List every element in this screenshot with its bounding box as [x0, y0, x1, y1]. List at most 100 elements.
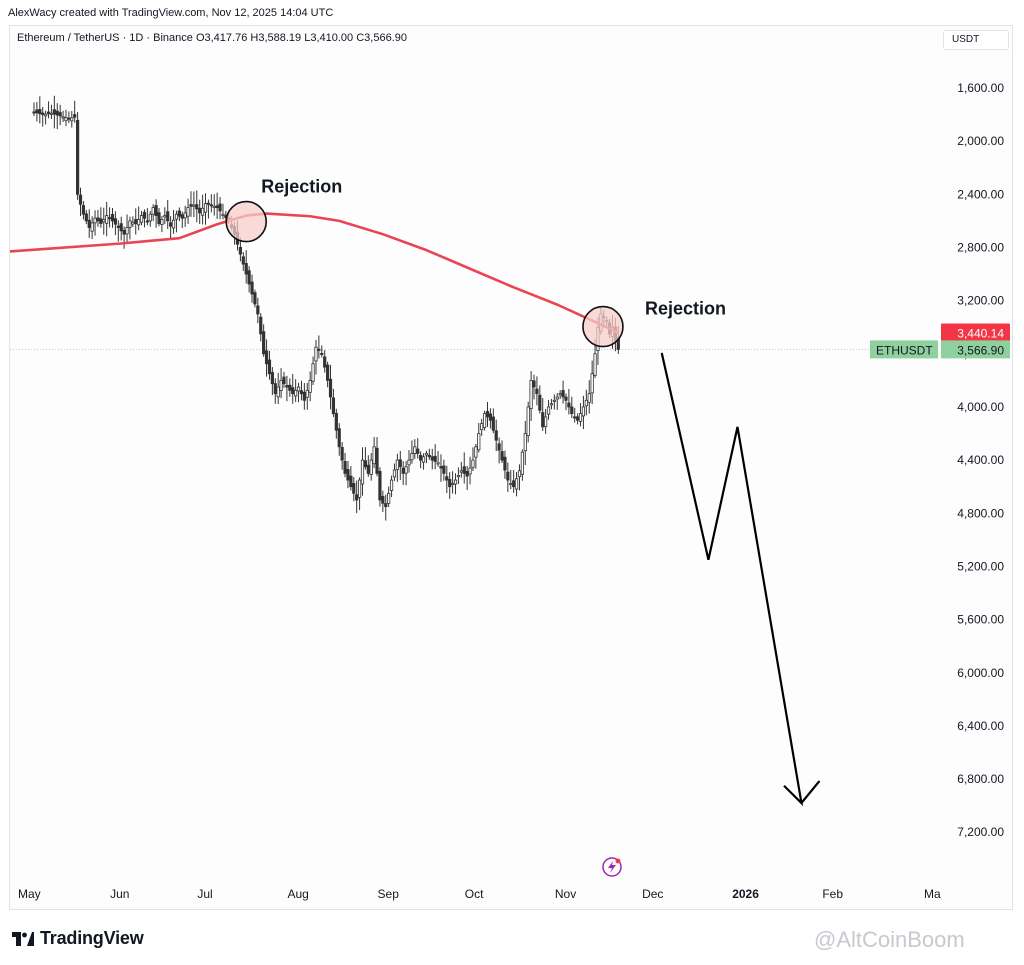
candle-body: [357, 479, 362, 498]
candle-body: [523, 433, 527, 452]
candle-body: [453, 479, 458, 485]
candle-body: [494, 430, 498, 441]
candle-body: [131, 221, 135, 225]
candle-body: [314, 346, 318, 362]
candle-body: [369, 459, 373, 475]
candle-body: [76, 119, 80, 195]
candle-body: [201, 207, 205, 216]
candle-body: [58, 112, 62, 117]
candle-body: [459, 470, 463, 473]
candle-body: [445, 476, 449, 481]
candle-body: [169, 222, 173, 227]
candle-body: [375, 447, 379, 474]
candle-body: [535, 388, 539, 395]
candle-body: [122, 229, 126, 235]
candle-body: [198, 207, 202, 214]
candle-body: [166, 211, 170, 222]
candle-body: [46, 111, 51, 115]
candle-body: [398, 459, 402, 468]
candle-body: [323, 356, 327, 368]
candle-body: [64, 117, 68, 122]
candle-body: [296, 386, 301, 392]
candle-body: [177, 210, 181, 217]
x-tick-label: Aug: [287, 887, 308, 901]
candle-body: [427, 454, 431, 458]
candle-body: [500, 451, 504, 461]
candle-body: [389, 479, 394, 491]
candle-body: [209, 204, 213, 207]
candle-body: [192, 204, 196, 207]
candle-body: [61, 116, 65, 119]
watermark: @AltCoinBoom: [814, 927, 965, 952]
candle-body: [99, 218, 103, 224]
candle-body: [439, 466, 443, 469]
candle-body: [110, 214, 115, 222]
x-tick-label: 2026: [732, 887, 759, 901]
candle-body: [203, 203, 208, 213]
candle-body: [517, 470, 522, 478]
y-tick-label: 4,400.00: [957, 453, 1004, 467]
tradingview-logo[interactable]: TradingView: [12, 928, 144, 949]
candle-body: [157, 212, 161, 224]
lightning-icon-ring: [602, 857, 622, 877]
y-tick-label: 2,000.00: [957, 134, 1004, 148]
candle-body: [171, 219, 176, 229]
candle-body: [573, 416, 577, 419]
candle-body: [331, 397, 336, 415]
candle-body: [442, 465, 446, 474]
candle-body: [264, 350, 269, 365]
candle-body: [320, 352, 324, 355]
candle-body: [250, 281, 254, 295]
candle-body: [273, 383, 277, 395]
candle-body: [311, 363, 315, 382]
candle-body: [189, 204, 193, 207]
y-tick-label: 7,200.00: [957, 825, 1004, 839]
candle-body: [186, 207, 190, 217]
candle-body: [363, 460, 367, 468]
currency-button[interactable]: USDT: [943, 30, 1009, 50]
y-tick-label: 6,400.00: [957, 719, 1004, 733]
candle-body: [305, 389, 309, 398]
candle-body: [247, 270, 251, 285]
candle-body: [174, 213, 179, 220]
candle-body: [378, 470, 382, 501]
candle-body: [480, 423, 484, 431]
candle-body: [546, 406, 551, 415]
candle-body: [558, 393, 562, 396]
moving-average-line: [9, 212, 619, 334]
candle-body: [73, 114, 77, 118]
candle-body: [55, 110, 59, 116]
rejection-label: Rejection: [645, 299, 726, 319]
candle-body: [419, 454, 423, 461]
candle-body: [78, 194, 83, 205]
candle-body: [532, 380, 536, 388]
candle-body: [328, 378, 333, 398]
candle-body: [206, 202, 211, 205]
candle-body: [474, 446, 478, 458]
candle-body: [276, 386, 280, 398]
candle-body: [465, 471, 469, 477]
candle-body: [477, 433, 481, 451]
candle-body: [404, 466, 408, 474]
symbol-name[interactable]: Ethereum / TetherUS · 1D · Binance: [17, 32, 193, 44]
candle-body: [241, 256, 245, 265]
rejection-circle: [582, 305, 624, 348]
candle-body: [134, 219, 138, 224]
candle-body: [581, 406, 586, 417]
candle-body: [163, 215, 167, 218]
x-tick-label: Jul: [197, 887, 212, 901]
candle-body: [285, 385, 289, 388]
candle-body: [471, 459, 475, 468]
candle-body: [387, 492, 391, 504]
ohlc-open: O3,417.76: [195, 32, 248, 44]
candle-body: [538, 394, 542, 411]
candle-body: [87, 219, 91, 228]
candle-body: [262, 331, 266, 355]
candle-body: [90, 222, 94, 232]
candle-body: [256, 305, 260, 315]
candle-body: [544, 416, 548, 428]
candle-body: [294, 389, 298, 397]
lightning-icon[interactable]: [602, 857, 622, 877]
candle-body: [578, 413, 583, 422]
